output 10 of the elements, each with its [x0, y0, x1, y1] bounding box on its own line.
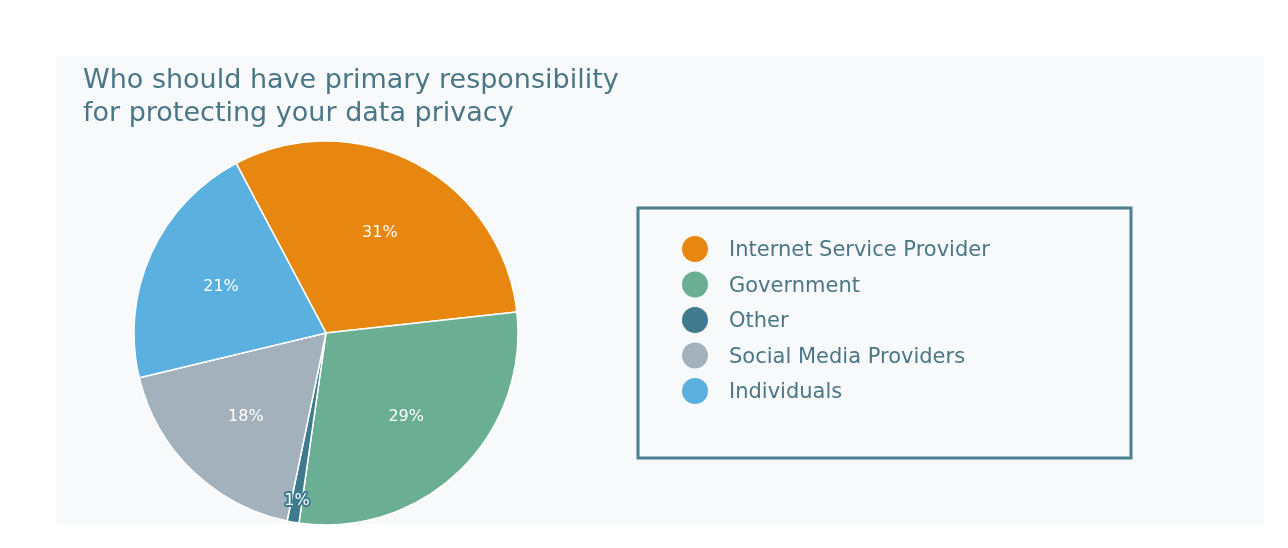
- legend-label: Government: [729, 272, 860, 297]
- legend-label: Social Media Providers: [729, 343, 966, 368]
- legend-label: Internet Service Provider: [729, 237, 991, 262]
- data-label: 29%: [388, 406, 424, 426]
- data-label: 21%: [203, 276, 239, 296]
- chart-title: Who should have primary responsibility for protecting your data privacy: [83, 63, 619, 127]
- legend-label: Individuals: [729, 379, 843, 404]
- legend-label: Other: [729, 308, 789, 333]
- data-label: 31%: [362, 221, 398, 241]
- data-label: 18%: [228, 406, 264, 426]
